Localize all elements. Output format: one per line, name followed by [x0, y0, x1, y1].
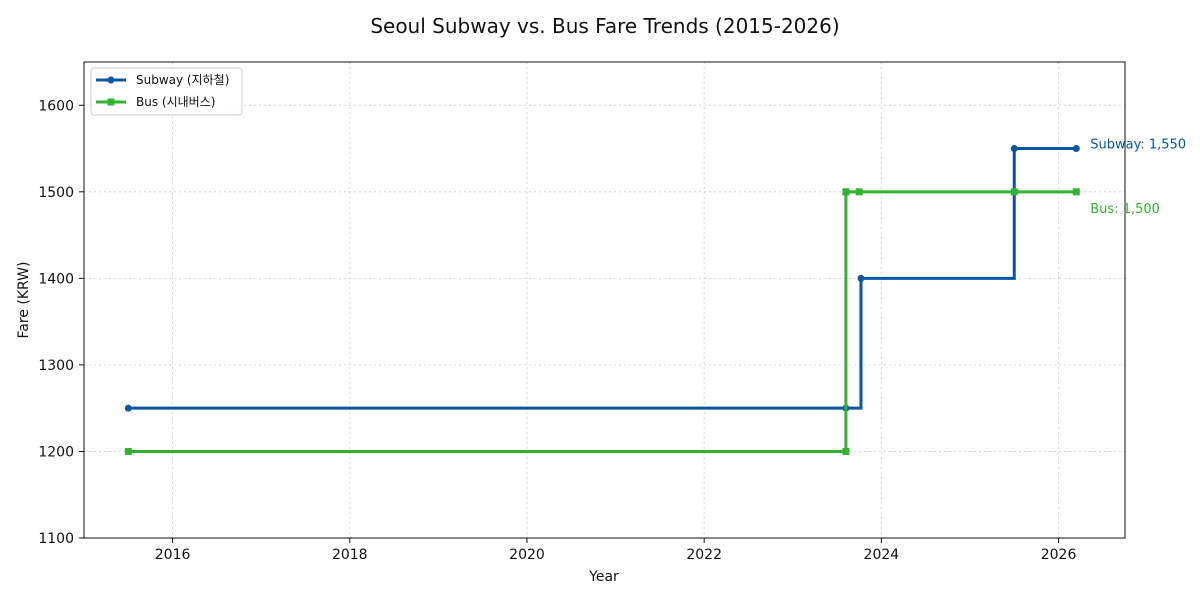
- x-tick-label: 2024: [864, 547, 900, 563]
- x-axis-label: Year: [588, 569, 619, 585]
- grid-lines: [84, 62, 1125, 538]
- plot-frame: [83, 61, 1126, 539]
- y-axis-ticks: 1100 1200 1300 1400 1500 1600: [38, 98, 84, 547]
- data-point: [855, 188, 863, 196]
- x-tick-label: 2026: [1041, 547, 1077, 563]
- series-0: [124, 145, 1080, 412]
- data-point: [1010, 145, 1018, 153]
- x-tick-label: 2016: [155, 547, 191, 563]
- x-axis-ticks: 2016 2018 2020 2022 2024 2026: [155, 538, 1077, 563]
- y-axis-label: Fare (KRW): [16, 262, 32, 339]
- y-tick-label: 1100: [38, 531, 74, 547]
- y-tick-label: 1400: [38, 271, 74, 287]
- x-tick-label: 2018: [332, 547, 368, 563]
- data-point: [857, 274, 865, 282]
- series-line: [128, 190, 1077, 453]
- chart-title: Seoul Subway vs. Bus Fare Trends (2015-2…: [370, 14, 839, 38]
- data-point: [842, 188, 850, 196]
- legend-item-0: Subway (지하철): [96, 73, 229, 87]
- legend-item-1: Bus (시내버스): [96, 95, 215, 109]
- data-point: [124, 447, 132, 455]
- series-1: [124, 188, 1080, 455]
- data-point: [842, 447, 850, 455]
- y-tick-label: 1200: [38, 444, 74, 460]
- legend-label: Subway (지하철): [136, 73, 229, 87]
- data-point: [1010, 188, 1018, 196]
- end-label-1: Bus: 1,500: [1090, 202, 1160, 217]
- series-layer: [124, 145, 1080, 455]
- x-tick-label: 2020: [509, 547, 545, 563]
- data-point: [124, 404, 132, 412]
- y-tick-label: 1600: [38, 98, 74, 114]
- end-label-0: Subway: 1,550: [1090, 138, 1186, 153]
- y-tick-label: 1300: [38, 358, 74, 374]
- data-point: [1072, 145, 1080, 153]
- legend-swatch-marker: [107, 98, 115, 106]
- x-tick-label: 2022: [686, 547, 722, 563]
- legend-box: [90, 67, 243, 116]
- legend: Subway (지하철) Bus (시내버스): [90, 67, 243, 116]
- y-tick-label: 1500: [38, 185, 74, 201]
- legend-swatch-marker: [107, 76, 115, 84]
- end-labels: Subway: 1,550 Bus: 1,500: [1090, 138, 1186, 217]
- data-point: [1072, 188, 1080, 196]
- legend-label: Bus (시내버스): [136, 95, 215, 109]
